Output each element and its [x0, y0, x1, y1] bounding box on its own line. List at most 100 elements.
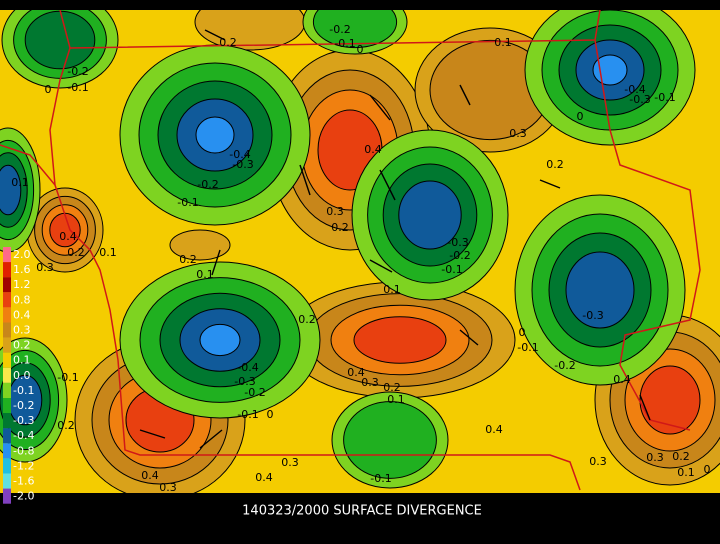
colorbar-swatch — [3, 473, 11, 489]
contour-label: 0.2 — [331, 221, 349, 234]
map-title: 140323/2000 SURFACE DIVERGENCE — [242, 504, 482, 519]
state-borders — [0, 10, 701, 491]
contour-label: 0.2 — [546, 158, 564, 171]
contour-label: -0.3 — [447, 236, 468, 249]
contour-band — [353, 316, 447, 364]
contour-band — [343, 401, 437, 479]
contour-label: -0.1 — [334, 37, 355, 50]
contour-field — [0, 10, 720, 493]
colorbar-swatch — [3, 352, 11, 368]
colorbar-label: 0.2 — [13, 339, 31, 352]
barb — [204, 29, 226, 41]
contour-label: -0.3 — [629, 93, 650, 106]
colorbar-swatch — [3, 277, 11, 293]
contour-label: 0 — [704, 463, 711, 476]
barb — [379, 169, 396, 201]
contour-label: -0.1 — [441, 263, 462, 276]
contour-label: 0.4 — [347, 366, 365, 379]
contour-label: -0.2 — [244, 386, 265, 399]
contour-label: 0.3 — [509, 127, 527, 140]
colorbar-label: 0.8 — [13, 293, 31, 306]
contour-label: 0 — [267, 408, 274, 421]
border — [49, 47, 71, 186]
contour-label: -0.2 — [449, 249, 470, 262]
contour-label: 0.4 — [364, 143, 382, 156]
barb — [539, 179, 561, 189]
contour-label: 0.2 — [57, 419, 75, 432]
contour-label: 0.1 — [11, 176, 29, 189]
border — [594, 39, 701, 431]
contour-label: 0.2 — [179, 253, 197, 266]
colorbar-swatch — [3, 382, 11, 398]
contour-label: -0.1 — [654, 91, 675, 104]
colorbar-label: 0.3 — [13, 324, 31, 337]
barb — [299, 164, 311, 196]
contour-label: 0.1 — [383, 283, 401, 296]
colorbar-swatch — [3, 413, 11, 429]
contour-label: -0.1 — [237, 408, 258, 421]
colorbar-label: 0.0 — [13, 369, 31, 382]
contour-label: 0.3 — [326, 205, 344, 218]
colorbar-swatch — [3, 247, 11, 263]
contour-label: 0.4 — [141, 469, 159, 482]
contour-label: 0.3 — [361, 376, 379, 389]
colorbar: 2.0 1.6 1.2 0.8 0.4 0.3 0.2 0.1 0.0 -0.1 -0.2 -0.3 -… — [3, 247, 34, 504]
contour-label: 0.3 — [646, 451, 664, 464]
colorbar-swatch — [3, 428, 11, 444]
colorbar-label: -0.3 — [13, 414, 34, 427]
contour-label: -0.2 — [554, 359, 575, 372]
contour-label: -0.3 — [232, 158, 253, 171]
barb — [369, 94, 391, 121]
colorbar-label: -0.4 — [13, 429, 34, 442]
contour-label: 0 — [357, 43, 364, 56]
contour-label: -0.3 — [234, 375, 255, 388]
contour-label: 0.2 — [383, 381, 401, 394]
contour-label: 0 — [519, 326, 526, 339]
contour-label: -0.4 — [229, 148, 250, 161]
contour-band — [169, 229, 231, 261]
contour-label: 0.1 — [99, 246, 117, 259]
colorbar-swatch — [3, 458, 11, 474]
barb — [211, 249, 221, 276]
contour-label: 0.3 — [281, 456, 299, 469]
contour-labels: 0.2-0.2-0.1 00.1-0.20 -0.1-0.4-0.30.4-0.2-… — [11, 23, 710, 494]
contour-label: 0 — [45, 83, 52, 96]
contour-band — [639, 365, 701, 435]
colorbar-label: -1.6 — [13, 475, 34, 488]
contour-band — [312, 10, 398, 49]
contour-label: 0.2 — [67, 246, 85, 259]
contour-label: -0.2 — [197, 178, 218, 191]
colorbar-label: -0.2 — [13, 399, 34, 412]
barb — [199, 429, 223, 449]
contour-label: -0.3 — [582, 309, 603, 322]
colorbar-swatch — [3, 307, 11, 323]
contour-band — [24, 10, 96, 70]
colorbar-label: 2.0 — [13, 248, 31, 261]
colorbar-label: 0.4 — [13, 308, 31, 321]
contour-label: -0.1 — [57, 371, 78, 384]
colorbar-swatch — [3, 443, 11, 459]
contour-label: 0.1 — [494, 36, 512, 49]
colorbar-swatch — [3, 367, 11, 383]
colorbar-swatch — [3, 322, 11, 338]
contour-label: -0.4 — [237, 361, 258, 374]
colorbar-swatch — [3, 292, 11, 308]
contour-label: -0.2 — [67, 65, 88, 78]
contour-label: 0.1 — [677, 466, 695, 479]
contour-label: 0.1 — [387, 393, 405, 406]
contour-label: 0.3 — [589, 455, 607, 468]
contour-label: 0 — [577, 110, 584, 123]
contour-label: -0.2 — [329, 23, 350, 36]
contour-band — [0, 164, 22, 216]
contour-label: 0.1 — [196, 268, 214, 281]
contour-label: 0.3 — [159, 481, 177, 494]
barb — [369, 259, 393, 273]
colorbar-swatch — [3, 398, 11, 414]
contour-label: -0.4 — [624, 83, 645, 96]
colorbar-label: -2.0 — [13, 490, 34, 503]
contour-label: 0.4 — [255, 471, 273, 484]
contour-label: -0.1 — [517, 341, 538, 354]
colorbar-label: -0.8 — [13, 444, 34, 457]
barb — [139, 429, 166, 439]
